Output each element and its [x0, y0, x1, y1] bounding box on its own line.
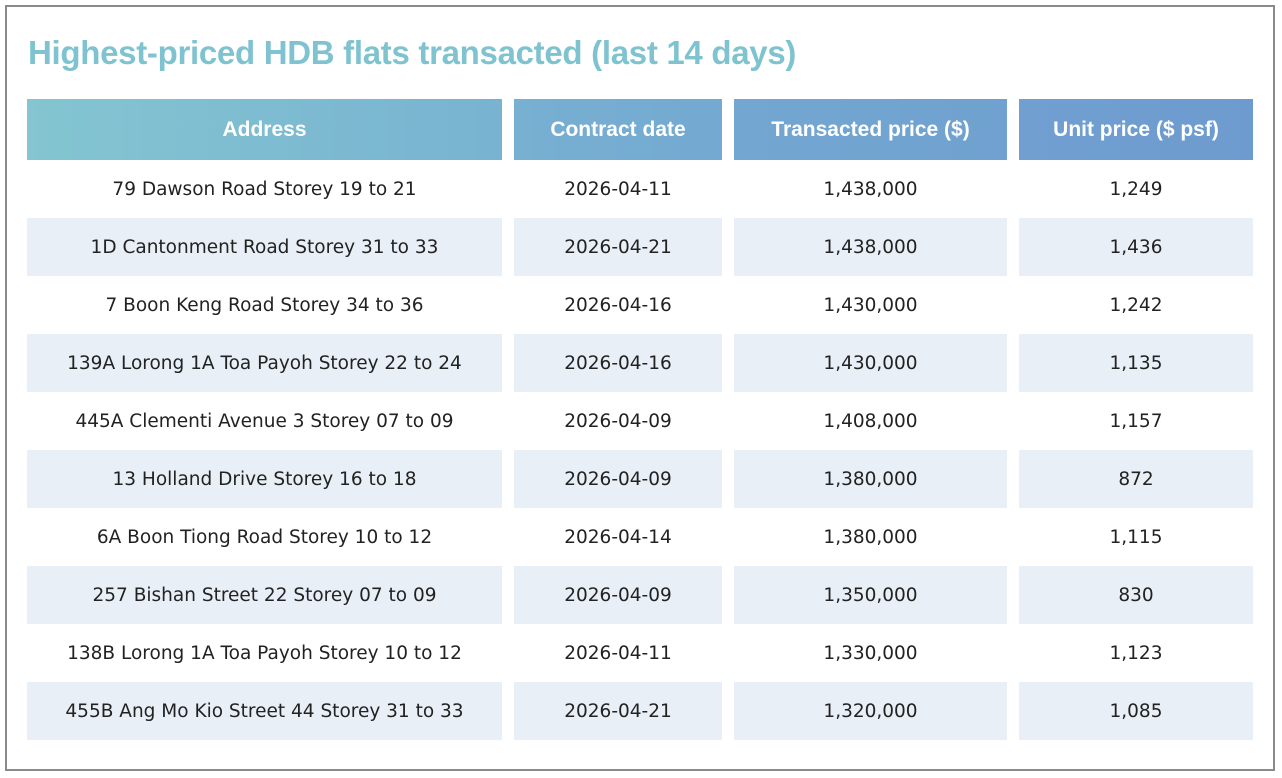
- table-cell: 2026-04-14: [564, 526, 672, 548]
- table-cell: 1,242: [1109, 294, 1163, 316]
- table-cell: 2026-04-16: [564, 294, 672, 316]
- table-cell: 1,430,000: [823, 294, 918, 316]
- table-cell: 1,320,000: [734, 682, 1007, 740]
- table-cell: 1,408,000: [823, 410, 918, 432]
- table-cell: 1,350,000: [734, 566, 1007, 624]
- table-cell: 1,135: [1019, 334, 1253, 392]
- table-cell: 1,123: [1109, 642, 1163, 664]
- table-cell: 79 Dawson Road Storey 19 to 21: [112, 178, 417, 200]
- table-cell: 6A Boon Tiong Road Storey 10 to 12: [96, 526, 433, 548]
- title: Highest-priced HDB flats transacted (las…: [28, 34, 797, 71]
- table-cell: 13 Holland Drive Storey 16 to 18: [27, 450, 502, 508]
- table-cell: 1,249: [1109, 178, 1163, 200]
- header-cell: Unit price ($ psf): [1019, 99, 1253, 160]
- table-cell: 2026-04-21: [514, 682, 722, 740]
- table-cell: 445A Clementi Avenue 3 Storey 07 to 09: [75, 410, 454, 432]
- table-cell: 830: [1019, 566, 1253, 624]
- table-cell: 1,115: [1109, 526, 1163, 548]
- table-cell: 455B Ang Mo Kio Street 44 Storey 31 to 3…: [27, 682, 502, 740]
- table-cell: 1D Cantonment Road Storey 31 to 33: [27, 218, 502, 276]
- table-cell: 1,085: [1019, 682, 1253, 740]
- frame: [5, 5, 1275, 771]
- table-cell: 1,436: [1019, 218, 1253, 276]
- table-cell: 2026-04-09: [514, 450, 722, 508]
- table-cell: 138B Lorong 1A Toa Payoh Storey 10 to 12: [67, 642, 462, 664]
- header-cell: Address: [27, 99, 502, 160]
- table-cell: 2026-04-16: [514, 334, 722, 392]
- table-cell: 2026-04-11: [564, 642, 672, 664]
- table: Address Contract date Transacted price ($)…: [27, 99, 1253, 740]
- header-cell: Transacted price ($): [734, 99, 1007, 160]
- table-cell: 2026-04-21: [514, 218, 722, 276]
- table-cell: 7 Boon Keng Road Storey 34 to 36: [105, 294, 424, 316]
- table-cell: 139A Lorong 1A Toa Payoh Storey 22 to 24: [27, 334, 502, 392]
- table-cell: 1,438,000: [734, 218, 1007, 276]
- table-cell: 2026-04-09: [514, 566, 722, 624]
- table-cell: 1,330,000: [823, 642, 918, 664]
- table-cell: 2026-04-09: [564, 410, 672, 432]
- table-cell: 1,430,000: [734, 334, 1007, 392]
- table-cell: 1,380,000: [823, 526, 918, 548]
- header-cell: Contract date: [514, 99, 722, 160]
- table-cell: 1,157: [1109, 410, 1163, 432]
- table-cell: 1,438,000: [823, 178, 918, 200]
- table-cell: 2026-04-11: [564, 178, 672, 200]
- table-cell: 257 Bishan Street 22 Storey 07 to 09: [27, 566, 502, 624]
- table-cell: 872: [1019, 450, 1253, 508]
- table-cell: 1,380,000: [734, 450, 1007, 508]
